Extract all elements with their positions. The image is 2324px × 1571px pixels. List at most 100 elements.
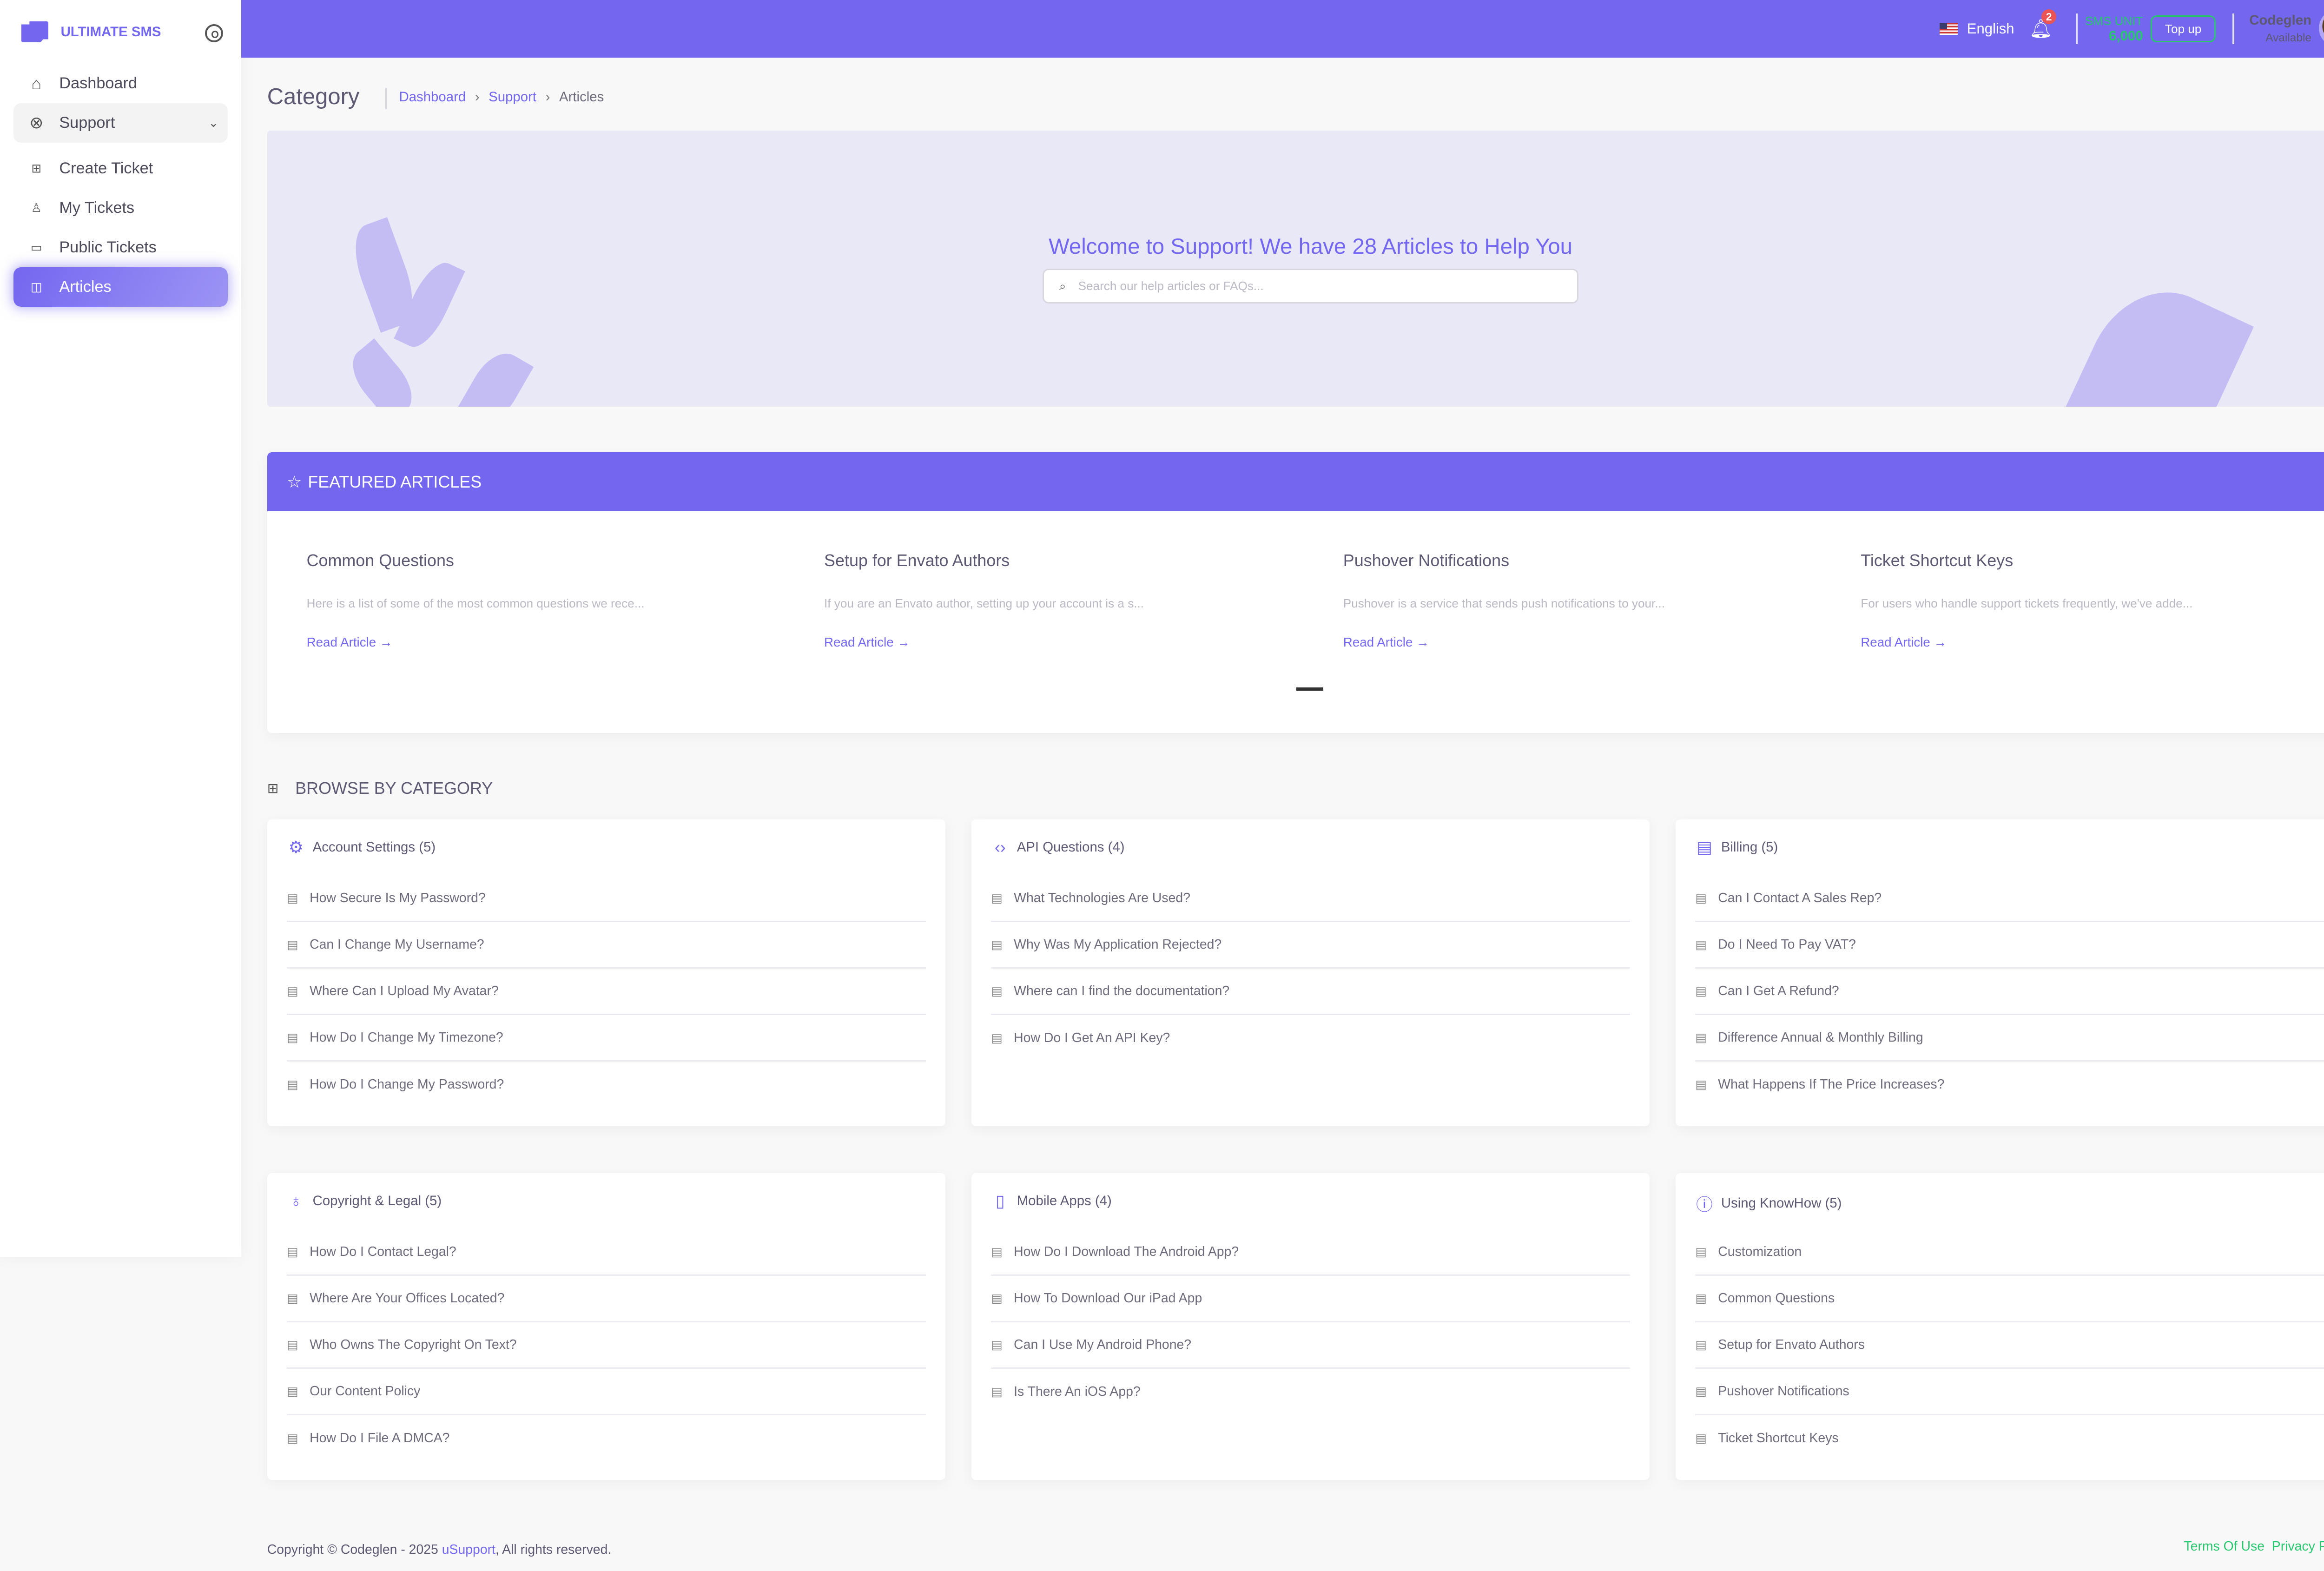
list-item[interactable]: ▤ How Do I Get An API Key?	[991, 1015, 1630, 1062]
privacy-link[interactable]: Privacy Policy	[2271, 1539, 2324, 1554]
category-header[interactable]: ▤ Billing (5)	[1695, 838, 1778, 857]
carousel-indicator[interactable]	[1296, 687, 1324, 691]
list-item[interactable]: ▤ Pushover Notifications	[1695, 1369, 2324, 1415]
article-link: What Technologies Are Used?	[1014, 891, 1190, 906]
category-header[interactable]: ▯ Mobile Apps (4)	[991, 1191, 1112, 1211]
list-item[interactable]: ▤ Customization	[1695, 1229, 2324, 1276]
list-item[interactable]: ▤ Difference Annual & Monthly Billing	[1695, 1015, 2324, 1062]
featured-article: Ticket Shortcut Keys For users who handle…	[1861, 551, 2324, 650]
list-item[interactable]: ▤ Where Are Your Offices Located?	[287, 1276, 926, 1322]
category-title: Account Settings (5)	[312, 839, 436, 855]
article-title[interactable]: Pushover Notifications	[1343, 551, 1510, 570]
list-item[interactable]: ▤ What Technologies Are Used?	[991, 876, 1630, 922]
category-header[interactable]: ♁ Copyright & Legal (5)	[287, 1191, 442, 1211]
article-link: How Do I File A DMCA?	[310, 1430, 450, 1446]
document-icon: ▤	[287, 891, 298, 905]
sidebar-item-create-ticket[interactable]: ⊞ Create Ticket	[13, 149, 227, 188]
list-item[interactable]: ▤ Is There An iOS App?	[991, 1369, 1630, 1415]
article-title[interactable]: Common Questions	[306, 551, 454, 570]
page-title: Category	[267, 84, 360, 109]
sidebar-item-support[interactable]: ⊗ Support ⌄	[13, 103, 228, 143]
read-article-link[interactable]: Read Article →	[1343, 635, 1429, 650]
list-item[interactable]: ▤ Do I Need To Pay VAT?	[1695, 922, 2324, 969]
sidebar-item-my-tickets[interactable]: ♙ My Tickets	[13, 188, 227, 228]
sidebar-item-articles[interactable]: ◫ Articles	[13, 267, 228, 307]
award-icon: ♁	[290, 1191, 303, 1211]
list-item[interactable]: ▤ How Do I File A DMCA?	[287, 1415, 926, 1462]
list-item[interactable]: ▤ How Do I Download The Android App?	[991, 1229, 1630, 1276]
document-icon: ▤	[991, 937, 1003, 951]
document-icon: ▤	[991, 1291, 1003, 1305]
document-icon: ▤	[991, 1337, 1003, 1352]
bell-icon[interactable]: 🔔︎	[2029, 19, 2053, 40]
read-article-link[interactable]: Read Article →	[824, 635, 911, 650]
sidebar-item-public-tickets[interactable]: ▭ Public Tickets	[13, 228, 227, 267]
category-card: ▯ Mobile Apps (4) ▤ How Do I Download The A…	[971, 1173, 1650, 1480]
sidebar-item-label: Support	[59, 113, 115, 132]
read-article-link[interactable]: Read Article →	[1861, 635, 1947, 650]
chevron-right-icon: ›	[475, 89, 480, 105]
list-item[interactable]: ▤ How Do I Contact Legal?	[287, 1229, 926, 1276]
list-item[interactable]: ▤ Can I Contact A Sales Rep?	[1695, 876, 2324, 922]
list-item[interactable]: ▤ Common Questions	[1695, 1276, 2324, 1322]
top-up-button[interactable]: Top up	[2150, 15, 2216, 43]
read-article-link[interactable]: Read Article →	[306, 635, 393, 650]
sidebar-item-label: My Tickets	[59, 198, 135, 217]
article-title[interactable]: Setup for Envato Authors	[824, 551, 1010, 570]
document-icon: ▤	[991, 984, 1003, 998]
article-link: Customization	[1718, 1244, 1802, 1259]
list-item[interactable]: ▤ Can I Get A Refund?	[1695, 969, 2324, 1015]
sidebar-toggle-icon[interactable]	[205, 24, 223, 43]
user-menu[interactable]: Codeglen Available	[2249, 12, 2311, 46]
chevron-right-icon: ›	[545, 89, 550, 105]
article-link: How To Download Our iPad App	[1014, 1290, 1202, 1306]
document-icon: ▤	[287, 984, 298, 998]
list-item[interactable]: ▤ Our Content Policy	[287, 1369, 926, 1415]
lifebuoy-icon: ⊗	[29, 113, 44, 132]
breadcrumb-dashboard[interactable]: Dashboard	[399, 89, 466, 105]
search-placeholder: Search our help articles or FAQs...	[1078, 279, 1264, 293]
article-link: Can I Get A Refund?	[1718, 983, 1839, 998]
search-input[interactable]: ⌕ Search our help articles or FAQs...	[1043, 268, 1578, 304]
article-title[interactable]: Ticket Shortcut Keys	[1861, 551, 2014, 570]
sidebar-item-dashboard[interactable]: ⌂ Dashboard	[13, 64, 227, 103]
list-item[interactable]: ▤ Setup for Envato Authors	[1695, 1322, 2324, 1369]
list-item[interactable]: ▤ How Do I Change My Password?	[287, 1062, 926, 1108]
list-item[interactable]: ▤ Where can I find the documentation?	[991, 969, 1630, 1015]
list-item[interactable]: ▤ How Secure Is My Password?	[287, 876, 926, 922]
rights-text: , All rights reserved.	[495, 1542, 612, 1557]
sidebar-item-label: Public Tickets	[59, 238, 157, 256]
language-label: English	[1967, 20, 2014, 37]
breadcrumb-support[interactable]: Support	[489, 89, 537, 105]
document-icon: ▤	[287, 1337, 298, 1352]
document-icon: ▤	[1695, 1077, 1707, 1092]
category-title: Copyright & Legal (5)	[312, 1193, 442, 1209]
us-flag-icon	[1940, 22, 1958, 35]
list-item[interactable]: ▤ How Do I Change My Timezone?	[287, 1015, 926, 1062]
article-link: Where Can I Upload My Avatar?	[310, 983, 499, 998]
category-card: ▤ Billing (5) ▤ Can I Contact A Sales Rep? ▤…	[1675, 819, 2324, 1126]
list-item[interactable]: ▤ Who Owns The Copyright On Text?	[287, 1322, 926, 1369]
book-open-icon: ◫	[31, 279, 42, 294]
list-item[interactable]: ▤ Where Can I Upload My Avatar?	[287, 969, 926, 1015]
category-header[interactable]: ⚙ Account Settings (5)	[287, 838, 436, 857]
list-item[interactable]: ▤ What Happens If The Price Increases?	[1695, 1062, 2324, 1108]
top-navbar	[241, 0, 2324, 58]
language-selector[interactable]: English	[1940, 0, 2014, 58]
list-item[interactable]: ▤ How To Download Our iPad App	[991, 1276, 1630, 1322]
category-header[interactable]: ⓘ Using KnowHow (5)	[1695, 1191, 1842, 1215]
avatar[interactable]	[2319, 9, 2324, 47]
list-item[interactable]: ▤ Can I Change My Username?	[287, 922, 926, 969]
brand-logo[interactable]: ULTIMATE SMS	[21, 21, 161, 43]
usupport-link[interactable]: uSupport	[442, 1542, 495, 1557]
terms-link[interactable]: Terms Of Use	[2184, 1539, 2265, 1554]
browse-heading-text: BROWSE BY CATEGORY	[295, 779, 493, 798]
list-item[interactable]: ▤ Why Was My Application Rejected?	[991, 922, 1630, 969]
category-header[interactable]: ‹› API Questions (4)	[991, 838, 1125, 857]
document-icon: ▤	[1695, 937, 1707, 951]
smartphone-icon: ▯	[995, 1191, 1005, 1211]
list-item[interactable]: ▤ Can I Use My Android Phone?	[991, 1322, 1630, 1369]
list-item[interactable]: ▤ Ticket Shortcut Keys	[1695, 1415, 2324, 1462]
article-list: ▤ How Do I Download The Android App? ▤ How …	[991, 1229, 1630, 1415]
article-link: Where can I find the documentation?	[1014, 983, 1230, 998]
